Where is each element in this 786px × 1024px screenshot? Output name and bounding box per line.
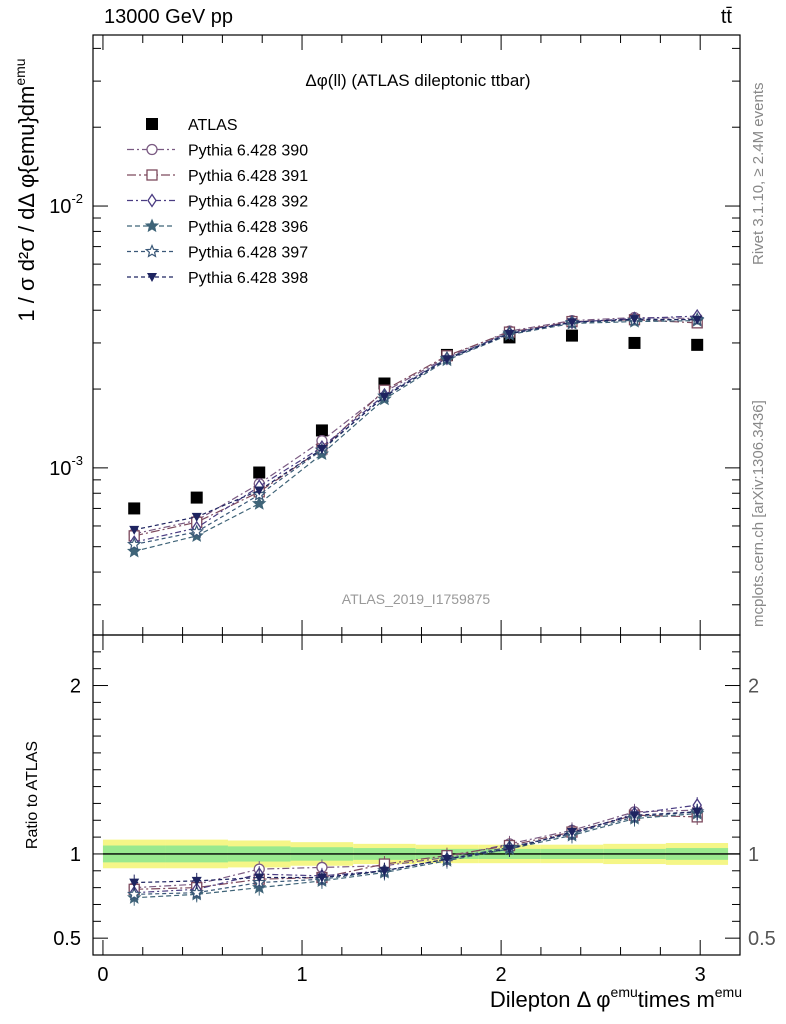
ratio-pythia-6-428-398-point bbox=[191, 876, 202, 886]
atlas-point bbox=[190, 491, 203, 504]
legend-pythia-6-428-398-marker bbox=[147, 273, 157, 282]
pythia-6-428-398-line bbox=[134, 318, 698, 531]
main-series-group bbox=[127, 308, 705, 558]
pythia-6-428-392-line bbox=[134, 315, 698, 543]
ratio-pythia-6-428-398-point bbox=[254, 873, 265, 883]
legend: ATLAS Pythia 6.428 390 Pythia 6.428 391 Pyt… bbox=[127, 117, 308, 287]
ratio-plot-frame: 0 1 2 3 0.5 0.5 1 1 2 2 bbox=[53, 634, 776, 986]
pythia-6-428-390-line bbox=[134, 316, 698, 535]
ratio-y-axis-label: Ratio to ATLAS bbox=[24, 741, 41, 849]
ratio-y-tick-label: 0.5 bbox=[53, 928, 81, 950]
pythia-6-428-398-point bbox=[254, 486, 265, 496]
ratio-pythia-6-428-397-point bbox=[189, 885, 204, 899]
ttbar-label: tt̄ bbox=[720, 6, 732, 28]
pythia-6-428-398-point bbox=[316, 445, 327, 455]
pythia-6-428-398-point bbox=[629, 315, 640, 325]
legend-pythia-6-428-396-marker bbox=[144, 218, 160, 233]
main-y-tick-label: 10-3 bbox=[49, 453, 83, 480]
ratio-pythia-6-428-398-point bbox=[379, 866, 390, 876]
ratio-y-tick-label: 2 bbox=[70, 676, 81, 698]
ratio-series-group bbox=[127, 797, 705, 906]
atlas-point bbox=[565, 329, 578, 342]
atlas-point bbox=[128, 502, 141, 515]
legend-pythia-6-428-392-label: Pythia 6.428 392 bbox=[188, 194, 308, 211]
ratio-pythia-6-428-398-point bbox=[566, 828, 577, 838]
pythia-6-428-398-point bbox=[566, 318, 577, 328]
ratio-y-tick-label-right: 1 bbox=[748, 844, 759, 866]
main-y-tick-label: 10-2 bbox=[49, 191, 83, 218]
ratio-pythia-6-428-398-point bbox=[629, 811, 640, 821]
pythia-6-428-397-line bbox=[134, 318, 698, 546]
atlas-point bbox=[315, 424, 328, 437]
legend-pythia-6-428-398-label: Pythia 6.428 398 bbox=[188, 270, 308, 287]
pythia-6-428-398-point bbox=[504, 329, 515, 339]
legend-pythia-6-428-390-label: Pythia 6.428 390 bbox=[188, 143, 308, 160]
pythia-6-428-398-point bbox=[129, 525, 140, 535]
ratio-uncertainty-band bbox=[102, 839, 740, 869]
ratio-y-tick-label: 1 bbox=[70, 844, 81, 866]
ratio-pythia-6-428-398-point bbox=[129, 878, 140, 888]
ratio-pythia-6-428-398-point bbox=[316, 873, 327, 883]
ratio-x-tick-label: 0 bbox=[97, 964, 108, 986]
atlas-point bbox=[253, 466, 266, 479]
main-y-axis-label: 1 / σ d²σ / dΔ φ{emu}dmemu bbox=[12, 58, 39, 321]
axis-labels: Δφ(ll) (ATLAS dileptonic ttbar) ATLAS_201… bbox=[12, 58, 742, 1012]
atlas-point bbox=[691, 338, 704, 351]
legend-atlas-label: ATLAS bbox=[188, 117, 238, 134]
legend-pythia-6-428-391-marker bbox=[146, 169, 158, 181]
plot-title: Δφ(ll) (ATLAS dileptonic ttbar) bbox=[305, 71, 530, 90]
pythia-6-428-396-point bbox=[251, 496, 267, 510]
ratio-pythia-6-428-398-point bbox=[504, 844, 515, 854]
legend-atlas-marker bbox=[146, 118, 158, 130]
process-label: 13000 GeV pp bbox=[104, 6, 233, 28]
ratio-pythia-6-428-397-point bbox=[127, 886, 142, 901]
ratio-frame-border bbox=[92, 634, 741, 956]
pythia-6-428-396-line bbox=[134, 320, 698, 552]
ratio-y-tick-label-right: 2 bbox=[748, 676, 759, 698]
x-axis-label: Dilepton Δ φemutimes memu bbox=[490, 984, 742, 1012]
ratio-pythia-6-428-396-line bbox=[134, 812, 698, 899]
legend-pythia-6-428-391-label: Pythia 6.428 391 bbox=[188, 168, 308, 185]
pythia-6-428-398-point bbox=[692, 315, 703, 325]
legend-pythia-6-428-396-label: Pythia 6.428 396 bbox=[188, 219, 308, 236]
ratio-pythia-6-428-398-point bbox=[441, 855, 452, 864]
pythia-6-428-398-point bbox=[379, 392, 390, 402]
ratio-x-tick-label: 3 bbox=[695, 964, 706, 986]
pythia-6-428-398-point bbox=[191, 512, 202, 522]
ratio-y-tick-label-right: 0.5 bbox=[748, 928, 776, 950]
pythia-6-428-391-line bbox=[134, 319, 698, 537]
ratio-pythia-6-428-398-line bbox=[134, 811, 698, 884]
pythia-6-428-396-point bbox=[189, 528, 204, 542]
pythia-6-428-397-point bbox=[189, 524, 204, 538]
analysis-watermark: ATLAS_2019_I1759875 bbox=[342, 591, 491, 607]
legend-pythia-6-428-390-marker bbox=[146, 143, 158, 156]
ratio-x-tick-label: 1 bbox=[296, 964, 307, 986]
legend-pythia-6-428-397-marker bbox=[144, 243, 160, 258]
atlas-point bbox=[628, 336, 641, 349]
ratio-x-tick-label: 2 bbox=[496, 964, 507, 986]
legend-pythia-6-428-392-marker bbox=[147, 193, 157, 208]
ratio-pythia-6-428-398-point bbox=[692, 807, 703, 817]
ratio-pythia-6-428-390-line bbox=[134, 809, 698, 889]
pythia-6-428-397-point bbox=[127, 536, 142, 551]
pythia-6-428-396-point bbox=[127, 543, 142, 558]
legend-pythia-6-428-397-label: Pythia 6.428 397 bbox=[188, 245, 308, 262]
pythia-6-428-398-point bbox=[441, 355, 452, 365]
